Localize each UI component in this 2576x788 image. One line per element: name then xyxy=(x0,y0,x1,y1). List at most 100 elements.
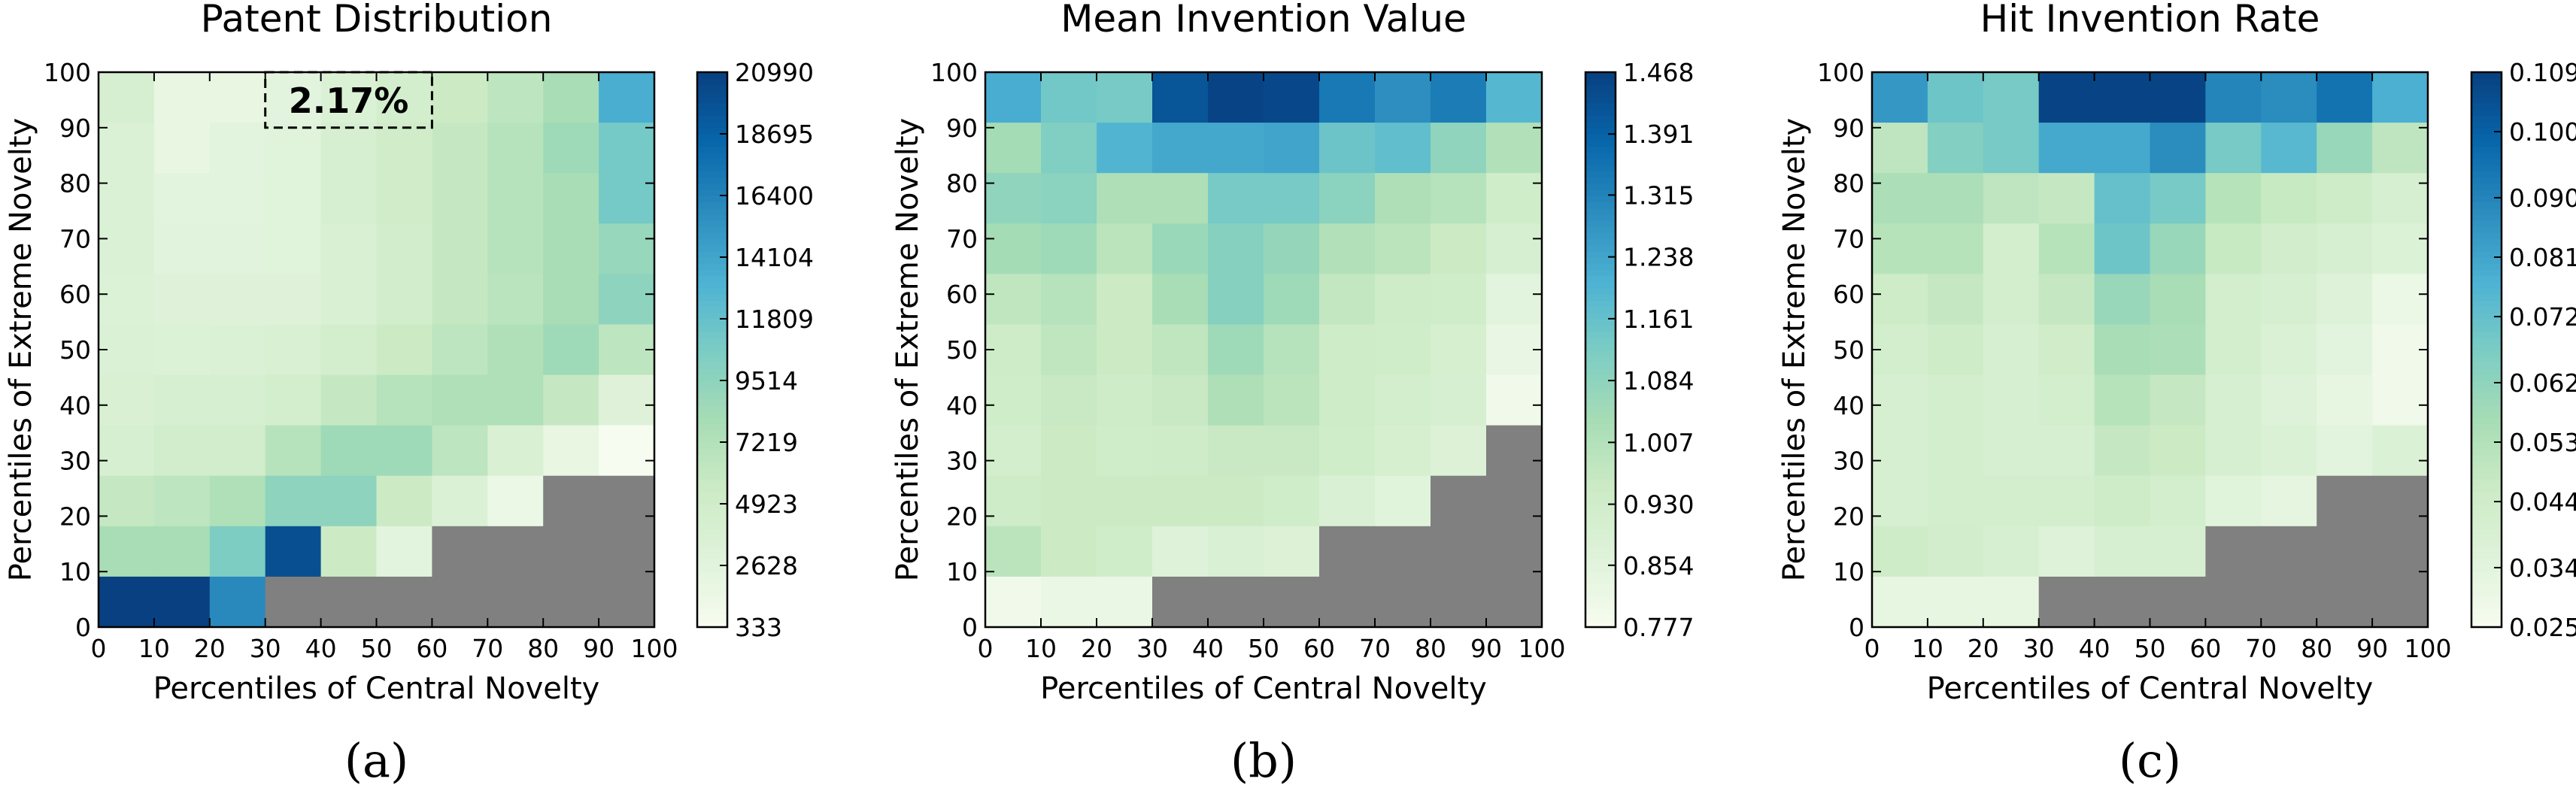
heatmap-cell xyxy=(985,475,1042,527)
colorbar-segment xyxy=(697,491,727,499)
heatmap-cell xyxy=(2205,72,2262,123)
colorbar-segment xyxy=(1585,405,1616,412)
x-tick-label: 70 xyxy=(2245,634,2277,663)
colorbar-segment xyxy=(697,448,727,456)
colorbar-segment xyxy=(697,244,727,252)
heatmap-cell xyxy=(985,123,1042,174)
heatmap-cell xyxy=(1927,425,1984,477)
heatmap-cell xyxy=(153,475,211,527)
y-tick-label: 10 xyxy=(59,557,91,586)
heatmap-cell xyxy=(487,72,544,123)
colorbar-segment xyxy=(1585,620,1616,628)
heatmap-cell xyxy=(1872,576,1928,628)
colorbar-tick-label: 0.854 xyxy=(1623,551,1694,580)
x-tick-label: 0 xyxy=(1864,634,1880,663)
heatmap-cell xyxy=(1208,475,1264,527)
heatmap-cell xyxy=(1097,123,1153,174)
colorbar-segment xyxy=(697,109,727,117)
x-tick-label: 80 xyxy=(527,634,559,663)
x-tick-label: 20 xyxy=(1968,634,1999,663)
colorbar-segment xyxy=(2471,177,2502,184)
colorbar-segment xyxy=(697,202,727,209)
y-tick-label: 70 xyxy=(946,224,978,253)
heatmap-cell xyxy=(985,223,1042,274)
colorbar-segment xyxy=(1585,294,1616,302)
colorbar-tick-label: 18695 xyxy=(735,120,814,149)
heatmap-cell xyxy=(2205,173,2262,224)
y-tick-label: 30 xyxy=(59,447,91,476)
colorbar-segment xyxy=(697,343,727,350)
colorbar-segment xyxy=(2471,72,2502,79)
colorbar-tick-label: 0.109 xyxy=(2509,58,2576,87)
heatmap-cell xyxy=(2094,576,2151,628)
heatmap-cell xyxy=(543,526,599,577)
y-tick-label: 100 xyxy=(44,58,91,87)
heatmap-cell xyxy=(2317,173,2373,224)
heatmap-cell xyxy=(265,123,322,174)
heatmap-cell xyxy=(2317,72,2373,123)
heatmap-cell xyxy=(985,274,1042,326)
colorbar-tick-label: 1.315 xyxy=(1623,180,1694,210)
x-tick-label: 30 xyxy=(250,634,281,663)
heatmap-cell xyxy=(1927,72,1984,123)
colorbar-segment xyxy=(2471,103,2502,110)
colorbar-segment xyxy=(1585,220,1616,227)
colorbar-segment xyxy=(1585,541,1616,548)
heatmap-cell xyxy=(432,173,488,224)
heatmap-cell xyxy=(1264,324,1320,376)
colorbar-segment xyxy=(697,294,727,302)
heatmap-cell xyxy=(320,475,378,527)
y-tick-label: 10 xyxy=(946,557,978,586)
colorbar-segment xyxy=(2471,343,2502,350)
heatmap-cell xyxy=(99,526,155,577)
colorbar-segment xyxy=(1585,165,1616,171)
heatmap-cell xyxy=(1375,576,1431,628)
heatmap-cell xyxy=(1983,274,2040,326)
colorbar-tick-label: 11809 xyxy=(735,305,814,334)
colorbar-segment xyxy=(1585,263,1616,271)
heatmap-cell xyxy=(1264,123,1320,174)
colorbar-segment xyxy=(2471,226,2502,233)
colorbar-segment xyxy=(697,165,727,171)
x-tick-label: 90 xyxy=(2356,634,2388,663)
heatmap-cell xyxy=(1375,526,1431,577)
y-axis-label: Percentiles of Extreme Novelty xyxy=(4,118,38,581)
colorbar-tick-label: 0.930 xyxy=(1623,490,1694,520)
colorbar-segment xyxy=(697,78,727,86)
colorbar-segment xyxy=(2471,312,2502,320)
heatmap-cell xyxy=(265,526,322,577)
x-tick-label: 100 xyxy=(2405,634,2452,663)
heatmap-cell xyxy=(432,576,488,628)
heatmap-cell xyxy=(1152,123,1209,174)
heatmap-cell xyxy=(2094,526,2151,577)
heatmap-cell xyxy=(2038,173,2095,224)
heatmap-cell xyxy=(1041,274,1097,326)
heatmap-cell xyxy=(1486,173,1543,224)
colorbar-tick-label: 1.007 xyxy=(1623,428,1694,457)
colorbar-tick-label: 20990 xyxy=(735,58,814,87)
heatmap-cell xyxy=(543,274,599,326)
heatmap-cell xyxy=(1431,374,1487,426)
heatmap-cell xyxy=(2372,72,2429,123)
colorbar-tick-label: 1.084 xyxy=(1623,366,1694,396)
heatmap-cell xyxy=(487,223,544,274)
colorbar-segment xyxy=(1585,535,1616,541)
colorbar-segment xyxy=(697,541,727,548)
heatmap-cell xyxy=(209,173,266,224)
colorbar-segment xyxy=(697,399,727,406)
colorbar-segment xyxy=(1585,386,1616,394)
heatmap-cell xyxy=(1927,324,1984,376)
y-tick-label: 50 xyxy=(946,335,978,365)
chart-title: Mean Invention Value xyxy=(1060,0,1467,41)
colorbar-segment xyxy=(1585,226,1616,233)
heatmap-cell xyxy=(1097,526,1153,577)
chart-title: Patent Distribution xyxy=(201,0,553,41)
colorbar-segment xyxy=(697,127,727,135)
heatmap-cell xyxy=(1319,324,1376,376)
heatmap-cell xyxy=(1431,324,1487,376)
colorbar-segment xyxy=(697,72,727,79)
heatmap-cell xyxy=(1486,274,1543,326)
heatmap-cell xyxy=(1486,576,1543,628)
colorbar-segment xyxy=(2471,362,2502,369)
colorbar-segment xyxy=(2471,429,2502,437)
